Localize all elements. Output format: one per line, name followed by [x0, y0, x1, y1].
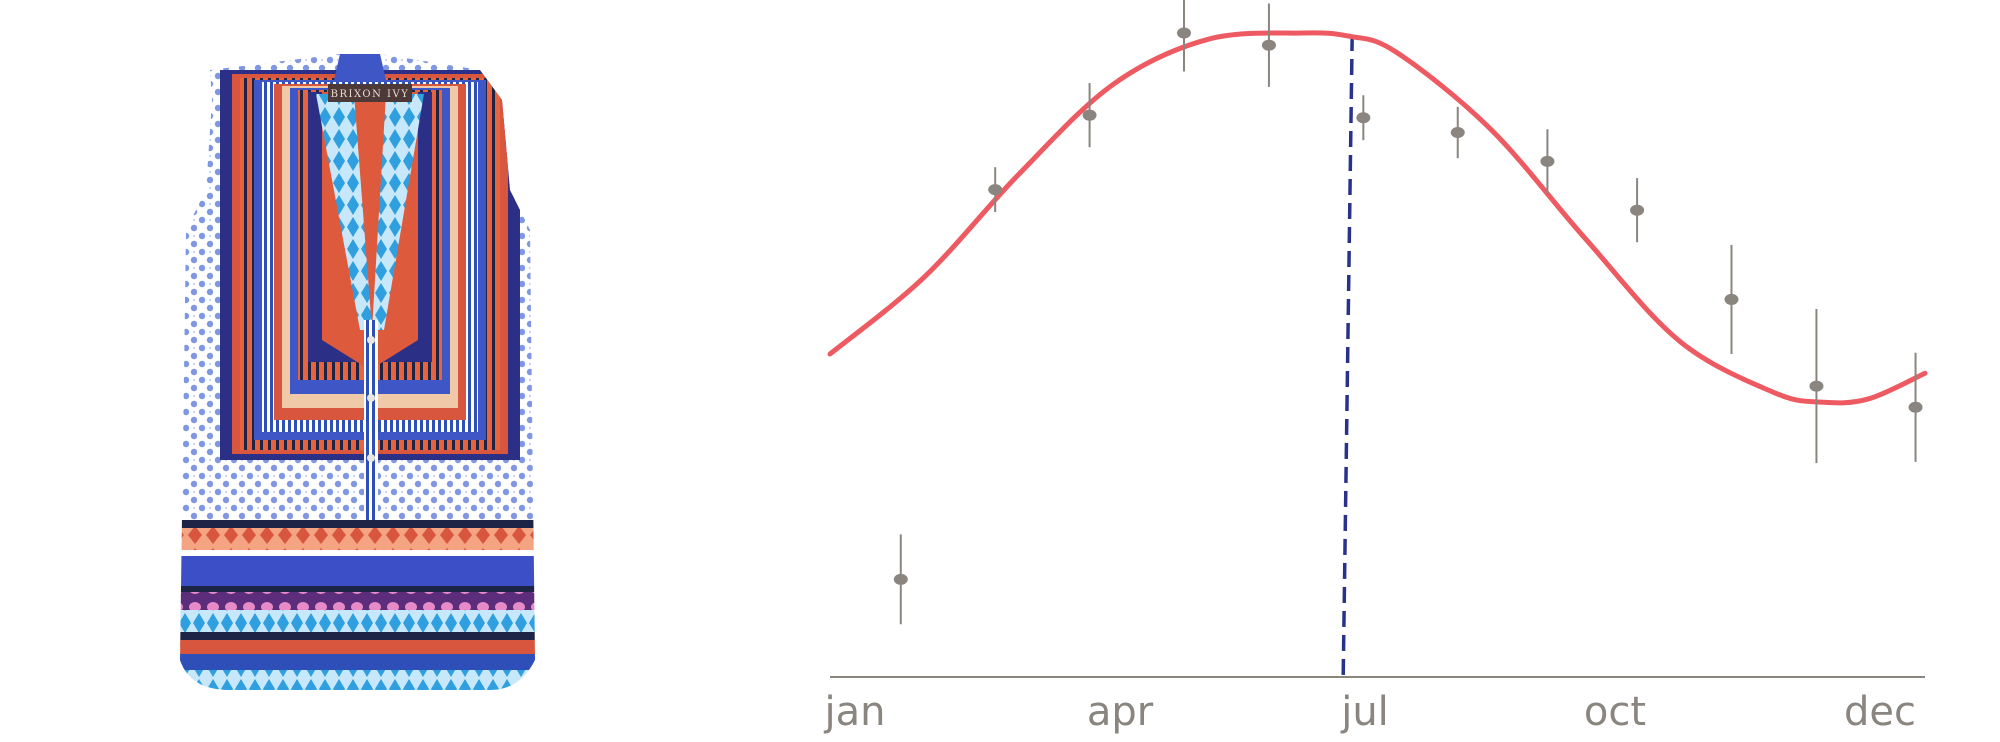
chart-marks [827, 0, 1928, 678]
x-tick-label-oct: oct [1584, 689, 1646, 735]
data-point-10 [1809, 380, 1824, 392]
blouse-body [180, 54, 535, 690]
x-axis-ticks: jan apr jul oct dec [824, 689, 1916, 735]
x-tick-label-apr: apr [1087, 689, 1154, 735]
data-point-7 [1540, 155, 1555, 167]
data-point-4 [1261, 39, 1276, 51]
data-point-5 [1356, 112, 1371, 124]
x-tick-label-jul: jul [1340, 689, 1389, 735]
brand-label-tag [328, 84, 412, 102]
data-point-1 [988, 184, 1003, 196]
data-point-9 [1724, 293, 1739, 305]
reference-line-dashed-0 [1341, 34, 1354, 678]
data-point-8 [1630, 204, 1645, 216]
x-tick-label-jan: jan [824, 689, 886, 735]
brand-label-text: BRIXON IVY [331, 89, 410, 100]
collar [334, 54, 386, 80]
data-point-0 [893, 573, 908, 585]
fitted-curve-line [827, 30, 1928, 406]
data-point-11 [1908, 401, 1923, 413]
data-point-2 [1082, 109, 1097, 121]
x-tick-label-dec: dec [1844, 689, 1916, 735]
data-point-6 [1450, 127, 1465, 139]
data-point-3 [1176, 27, 1191, 39]
product-photo-sleeveless-blouse: BRIXON IVY [180, 54, 535, 690]
